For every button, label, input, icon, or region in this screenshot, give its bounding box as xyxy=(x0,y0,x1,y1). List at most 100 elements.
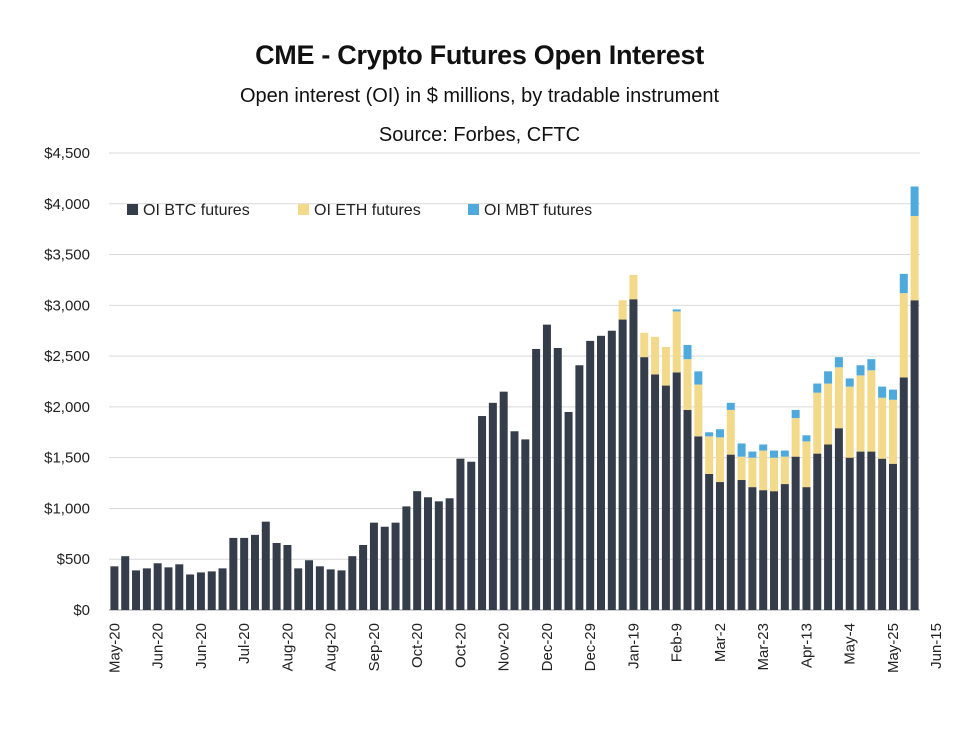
x-tick-label: Feb-9 xyxy=(669,623,686,662)
x-tick-label: Aug-20 xyxy=(279,623,296,671)
bar-segment-btc xyxy=(283,545,292,610)
y-tick-label: $3,500 xyxy=(44,247,90,264)
bar-segment-btc xyxy=(770,491,779,610)
legend-swatch xyxy=(127,204,138,215)
bar-segment-btc xyxy=(661,385,670,610)
x-tick-label: May-20 xyxy=(106,623,123,673)
bar-segment-btc xyxy=(326,569,335,610)
bar-segment-eth xyxy=(878,397,887,459)
bar-segment-btc xyxy=(651,374,660,610)
bar-segment-btc xyxy=(142,568,151,610)
x-axis: May-20 Jun-20 Jun-20 Jul-20 Aug-20 Aug-20 Sep-… xyxy=(106,623,945,673)
bar-segment-eth xyxy=(867,370,876,452)
y-tick-label: $0 xyxy=(73,602,90,619)
bar-segment-eth xyxy=(640,332,649,358)
bar-segment-btc xyxy=(715,482,724,610)
bar-segment-mbt xyxy=(856,365,865,376)
y-tick-label: $1,500 xyxy=(44,450,90,467)
y-tick-label: $3,000 xyxy=(44,297,90,314)
legend-label: OI BTC futures xyxy=(143,202,250,219)
x-tick-label: Dec-29 xyxy=(582,623,599,671)
bar-segment-btc xyxy=(359,545,368,610)
x-tick-label: Mar-23 xyxy=(755,623,772,671)
bar-segment-eth xyxy=(899,293,908,378)
bar-segment-btc xyxy=(705,473,714,610)
bar-segment-eth xyxy=(856,375,865,452)
bar-segment-btc xyxy=(575,365,584,610)
bar-segment-mbt xyxy=(888,389,897,400)
bar-segment-btc xyxy=(261,521,270,610)
x-tick-label: Jun-15 xyxy=(928,623,945,669)
bar-segment-mbt xyxy=(910,186,919,216)
bar-segment-btc xyxy=(348,556,357,610)
bar-segment-btc xyxy=(510,431,519,610)
bar-segment-btc xyxy=(445,498,454,610)
bar-segment-btc xyxy=(899,377,908,610)
bar-segment-mbt xyxy=(759,444,768,451)
bar-segment-btc xyxy=(391,522,400,610)
chart-subtitle: Open interest (OI) in $ millions, by tra… xyxy=(239,85,720,107)
bar-segment-btc xyxy=(910,300,919,610)
x-tick-label: Mar-2 xyxy=(712,623,729,662)
bar-segment-eth xyxy=(661,346,670,386)
bar-segment-eth xyxy=(618,300,627,320)
bar-segment-btc xyxy=(218,568,227,610)
bar-segment-btc xyxy=(380,526,389,610)
bar-segment-btc xyxy=(737,480,746,610)
x-tick-label: Nov-20 xyxy=(496,623,513,671)
bar-segment-btc xyxy=(110,566,119,610)
legend-swatch xyxy=(298,204,309,215)
bar-segment-btc xyxy=(726,454,735,610)
bar-segment-btc xyxy=(597,335,606,610)
bar-segment-eth xyxy=(791,418,800,457)
x-tick-label: May-25 xyxy=(885,623,902,673)
x-tick-label: Jul-20 xyxy=(236,623,253,664)
bar-segment-btc xyxy=(196,572,205,610)
bar-segment-mbt xyxy=(705,432,714,437)
bar-segment-mbt xyxy=(770,450,779,458)
y-tick-label: $500 xyxy=(57,551,90,568)
bar-segment-btc xyxy=(132,570,141,610)
bar-segment-btc xyxy=(488,402,497,610)
bar-segment-btc xyxy=(315,566,324,610)
bar-segment-mbt xyxy=(726,402,735,410)
bar-segment-btc xyxy=(456,458,465,610)
bar-segment-btc xyxy=(824,444,833,610)
bar-segment-btc xyxy=(305,560,314,610)
bar-segment-btc xyxy=(532,349,541,610)
bar-segment-btc xyxy=(867,451,876,610)
bar-segment-btc xyxy=(791,456,800,610)
bar-segment-btc xyxy=(813,453,822,610)
bar-segment-btc xyxy=(337,570,346,610)
x-tick-label: Jun-20 xyxy=(150,623,167,669)
legend-swatch xyxy=(468,204,479,215)
bar-segment-mbt xyxy=(878,386,887,398)
bar-segment-btc xyxy=(207,571,216,610)
x-tick-label: Dec-20 xyxy=(539,623,556,671)
bar-segment-btc xyxy=(683,409,692,610)
bar-segment-btc xyxy=(780,484,789,610)
bar-segment-eth xyxy=(834,367,843,429)
bar-segment-btc xyxy=(250,534,259,610)
bar-segment-btc xyxy=(121,556,130,610)
bar-segment-btc xyxy=(542,324,551,610)
bar-segment-mbt xyxy=(683,344,692,360)
bar-segment-eth xyxy=(737,456,746,481)
y-tick-label: $2,500 xyxy=(44,348,90,365)
bar-segment-btc xyxy=(586,340,595,610)
bar-segment-btc xyxy=(802,487,811,610)
bar-segment-mbt xyxy=(748,451,757,458)
bar-segment-eth xyxy=(715,437,724,483)
bar-segment-mbt xyxy=(834,357,843,368)
bar-segment-mbt xyxy=(813,383,822,393)
legend: OI BTC futures OI ETH futures OI MBT futur… xyxy=(127,202,592,219)
bar-segment-btc xyxy=(164,567,173,610)
bar-segment-mbt xyxy=(791,409,800,419)
bar-segment-btc xyxy=(499,391,508,610)
bar-segment-mbt xyxy=(899,273,908,294)
bar-segment-btc xyxy=(564,411,573,610)
bar-segment-btc xyxy=(402,506,411,610)
y-tick-label: $2,000 xyxy=(44,399,90,416)
bar-segment-eth xyxy=(759,450,768,491)
